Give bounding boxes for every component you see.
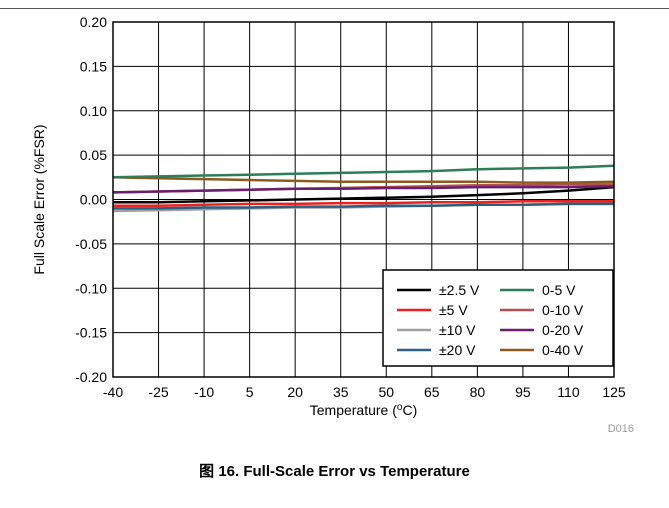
figure-caption: 图 16. Full-Scale Error vs Temperature [199, 463, 470, 480]
x-tick-label: 110 [557, 384, 580, 400]
x-axis-label: Temperature (oC) [310, 402, 418, 418]
legend-label: 0-5 V [542, 282, 576, 298]
legend: ±2.5 V ±5 V ±10 V ±20 V 0-5 V 0-10 V 0-20 V 0-4… [382, 269, 614, 367]
y-tick-labels: -0.20 -0.15 -0.10 -0.05 0.00 0.05 0.10 0.15 0.20 [75, 14, 107, 385]
legend-label: ±5 V [439, 302, 468, 318]
series-line [113, 185, 615, 204]
series-lines [112, 164, 615, 213]
x-tick-label: 65 [424, 384, 440, 400]
x-tick-labels: -40 -25 -10 5 20 35 50 65 80 95 110 125 [103, 384, 626, 400]
plot-frame [112, 21, 615, 378]
x-axis-label-text: Temperature ( [310, 402, 397, 418]
y-tick-label: -0.20 [75, 369, 107, 385]
series-line [112, 176, 615, 184]
x-tick-label: 95 [515, 384, 531, 400]
legend-label: ±10 V [439, 322, 476, 338]
y-tick-label: -0.10 [75, 280, 107, 296]
legend-label: 0-10 V [542, 302, 584, 318]
y-tick-label: -0.05 [75, 236, 107, 252]
legend-label: ±2.5 V [439, 282, 480, 298]
chart-svg: -40 -25 -10 5 20 35 50 65 80 95 110 125 -0.20-0.15-… [31, 14, 634, 435]
x-tick-label: -25 [148, 384, 168, 400]
x-tick-label: 5 [246, 384, 254, 400]
y-axis-label: Full Scale Error (%FSR) [31, 124, 47, 274]
y-tick-label: 0.05 [80, 147, 107, 163]
x-tick-label: 50 [378, 384, 394, 400]
y-tick-label: 0.15 [80, 58, 107, 74]
series-line [112, 184, 615, 194]
top-divider [0, 8, 669, 9]
x-tick-label: -10 [194, 384, 214, 400]
x-tick-label: 80 [470, 384, 486, 400]
figure-code: D016 [608, 423, 634, 435]
legend-label: 0-20 V [542, 322, 584, 338]
legend-label: 0-40 V [542, 342, 584, 358]
y-tick-label: -0.15 [75, 325, 107, 341]
legend-label: ±20 V [439, 342, 476, 358]
x-tick-label: 125 [602, 384, 626, 400]
x-tick-label: 35 [333, 384, 349, 400]
y-tick-label: 0.20 [80, 14, 107, 30]
series-line [113, 200, 614, 207]
x-tick-label: -40 [103, 384, 123, 400]
x-axis-label-sup: o [397, 402, 403, 413]
y-tick-label: 0.00 [80, 192, 107, 208]
x-axis-label-end: C) [402, 402, 417, 418]
series-line [113, 202, 614, 210]
y-tick-label: 0.10 [80, 103, 107, 119]
series-line [112, 164, 615, 179]
x-tick-label: 20 [287, 384, 303, 400]
